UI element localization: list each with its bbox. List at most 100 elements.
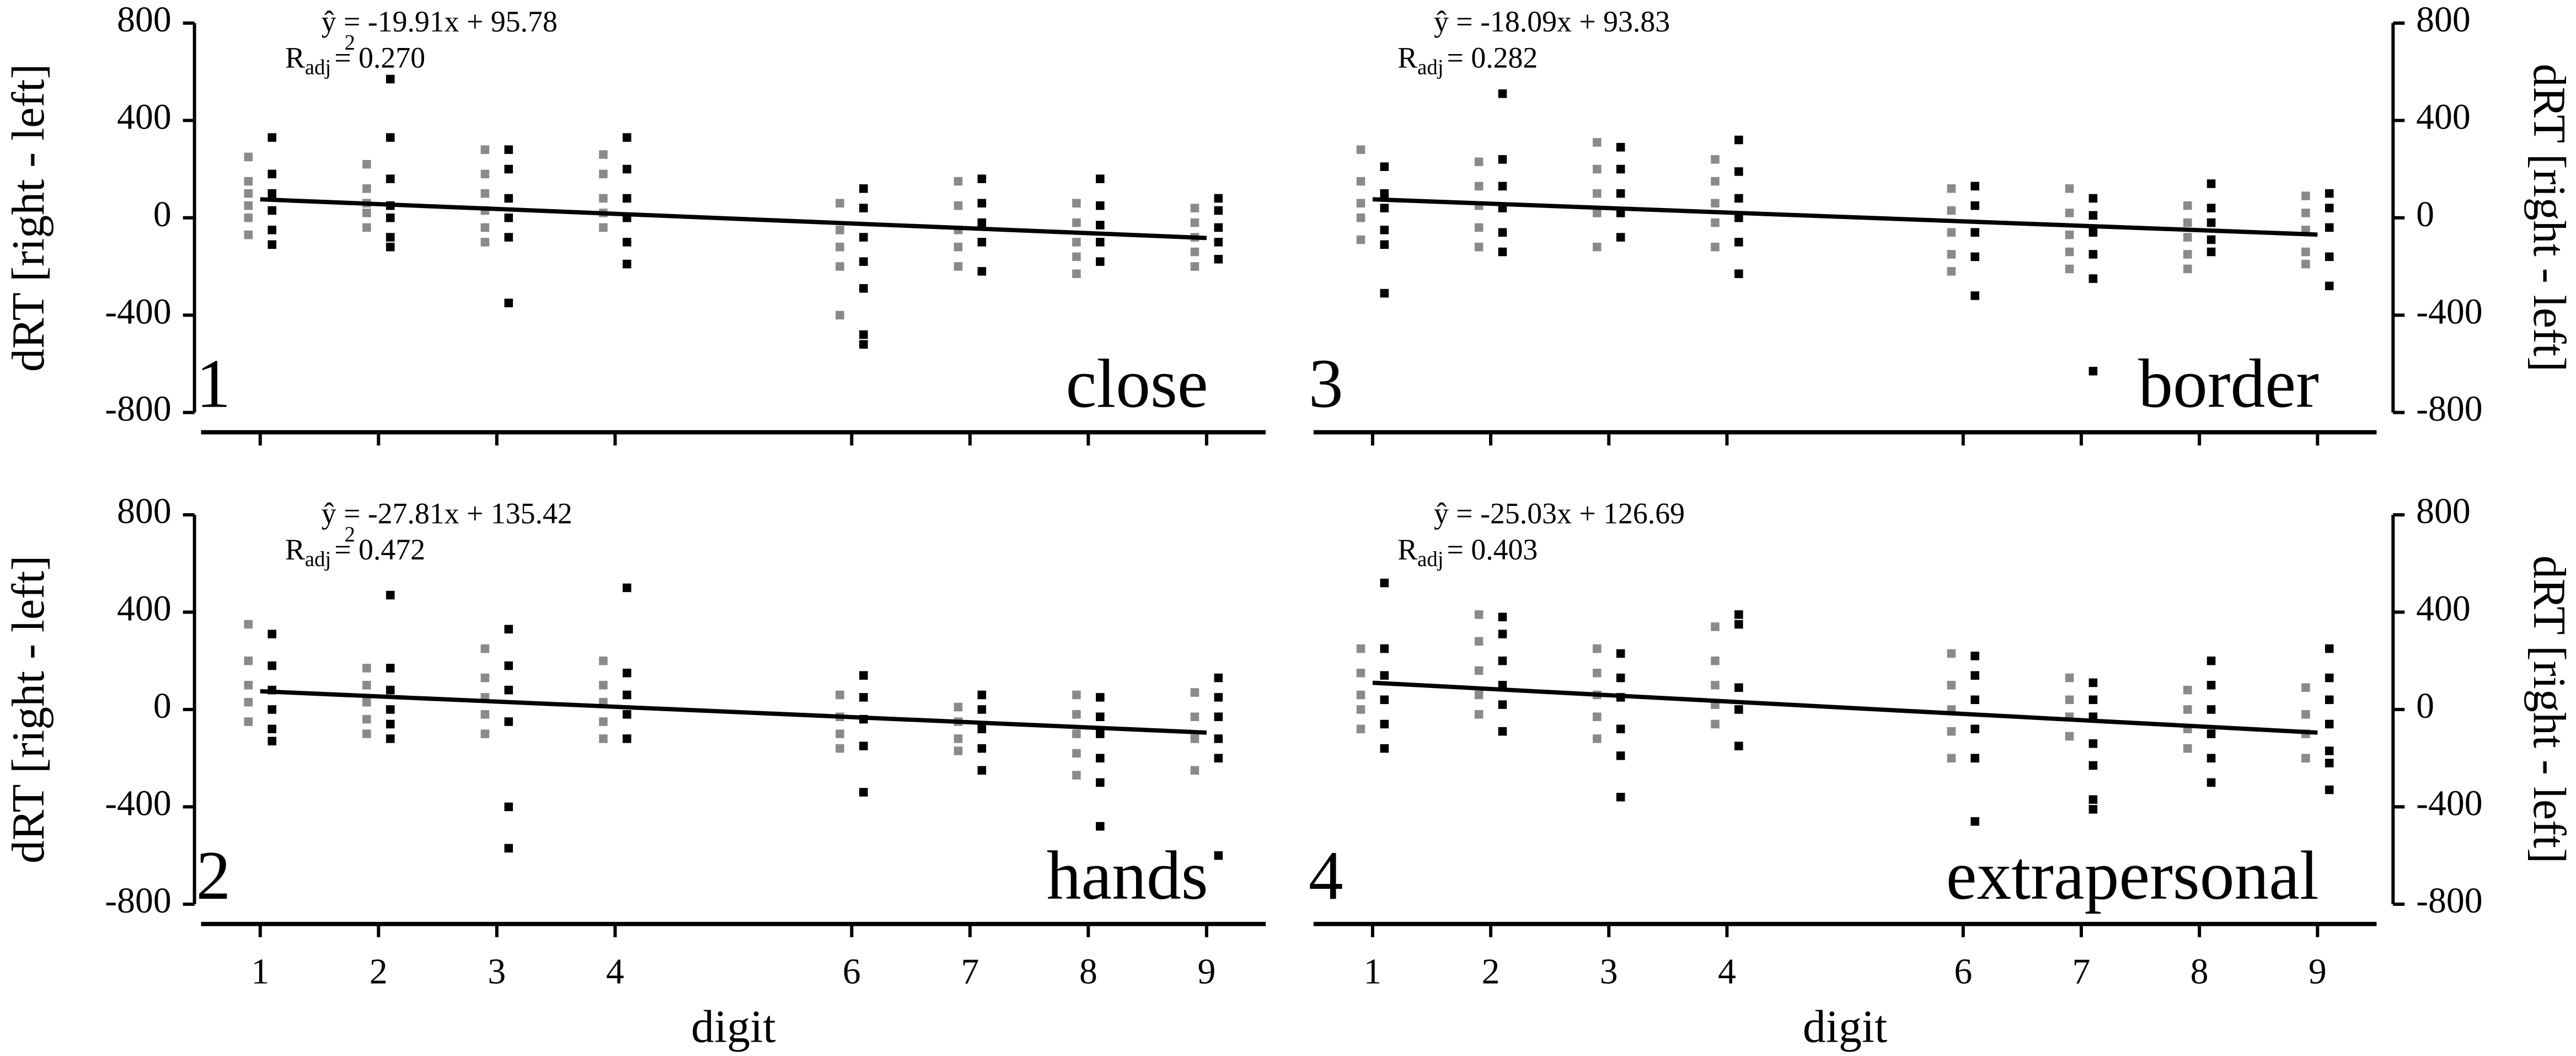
data-point (504, 844, 513, 853)
x-tick-label: 8 (2191, 952, 2209, 992)
data-point (954, 177, 963, 186)
x-tick-label: 3 (1600, 952, 1618, 992)
data-point (599, 734, 608, 743)
data-point (1380, 240, 1389, 249)
regression-line (260, 197, 1207, 241)
r-subscript: adj (1417, 547, 1443, 571)
data-point (623, 690, 631, 700)
data-point (244, 152, 253, 162)
data-point (1380, 162, 1389, 171)
data-point (1616, 649, 1625, 658)
y-axis-label: dRT [right - left] (3, 64, 54, 372)
data-point (1096, 729, 1105, 738)
data-point (1970, 695, 1979, 705)
y-axis-label: dRT [right - left] (3, 556, 54, 863)
data-point (504, 164, 513, 174)
data-point (267, 724, 277, 734)
data-point (836, 690, 844, 700)
data-point (1380, 289, 1389, 298)
data-point (1947, 267, 1956, 276)
data-point (1380, 644, 1389, 653)
data-point (1947, 649, 1956, 658)
data-point (1498, 247, 1507, 257)
data-point (362, 714, 371, 724)
data-point (859, 340, 868, 349)
data-point (1214, 194, 1223, 203)
data-point (1616, 164, 1625, 174)
data-point (2183, 201, 2192, 210)
data-point (1970, 252, 1979, 262)
data-point (1593, 209, 1602, 217)
data-point (480, 710, 490, 719)
data-point (2325, 252, 2334, 262)
data-point (1190, 218, 1199, 227)
x-tick-label: 9 (2309, 952, 2327, 992)
r-superscript: 2 (345, 31, 355, 55)
data-point (267, 630, 277, 638)
data-point (1072, 269, 1081, 278)
data-point (1616, 724, 1625, 734)
data-point (1474, 223, 1484, 232)
data-point (2065, 230, 2074, 239)
data-point (1214, 223, 1223, 232)
data-point (1356, 644, 1365, 653)
data-point (362, 184, 371, 193)
data-point (2325, 223, 2334, 232)
data-point (1190, 262, 1199, 271)
data-point (2301, 247, 2310, 257)
data-point (1970, 671, 1979, 680)
data-point (2183, 744, 2192, 753)
data-point (1711, 177, 1720, 186)
data-point (386, 705, 395, 714)
y-tick-label: -400 (105, 291, 172, 332)
y-tick-label: -400 (2416, 291, 2483, 332)
data-point (1380, 719, 1389, 729)
data-point (1356, 145, 1365, 154)
data-point (386, 719, 395, 729)
x-tick-label: 3 (488, 952, 506, 992)
x-tick-label: 7 (961, 952, 979, 992)
data-point (1616, 792, 1625, 802)
data-point (386, 664, 395, 673)
data-point (1474, 666, 1484, 675)
data-point (244, 177, 253, 186)
data-point (836, 199, 844, 208)
data-point (599, 681, 608, 690)
data-point (1711, 622, 1720, 631)
data-point (2301, 191, 2310, 200)
data-point (1096, 712, 1105, 721)
data-point (1072, 729, 1081, 738)
x-tick-label: 8 (1079, 952, 1097, 992)
data-point (244, 717, 253, 726)
data-point (2325, 644, 2334, 653)
data-point (1096, 693, 1105, 702)
data-point (244, 681, 253, 690)
data-point (1593, 138, 1602, 147)
data-point (1616, 189, 1625, 198)
data-point (1380, 744, 1389, 753)
r-value: = 0.472 (334, 533, 425, 566)
data-point (2325, 719, 2334, 729)
data-point (386, 74, 395, 84)
data-point (623, 238, 631, 247)
data-point (504, 717, 513, 726)
data-point (362, 159, 371, 169)
data-point (504, 213, 513, 222)
regression-line (1372, 197, 2318, 237)
y-tick-label: 0 (2416, 194, 2434, 234)
data-point (1096, 174, 1105, 183)
data-point (1214, 254, 1223, 264)
data-point (1947, 250, 1956, 259)
data-point (1096, 778, 1105, 787)
y-tick-label: -400 (2416, 783, 2483, 823)
x-tick-label: 6 (1954, 952, 1972, 992)
y-tick-label: 400 (2416, 589, 2471, 629)
data-point (1616, 233, 1625, 242)
data-point (836, 262, 844, 271)
data-point (267, 705, 277, 714)
data-point (977, 705, 987, 714)
data-point (2207, 705, 2216, 714)
data-point (504, 685, 513, 695)
data-point (1096, 822, 1105, 831)
